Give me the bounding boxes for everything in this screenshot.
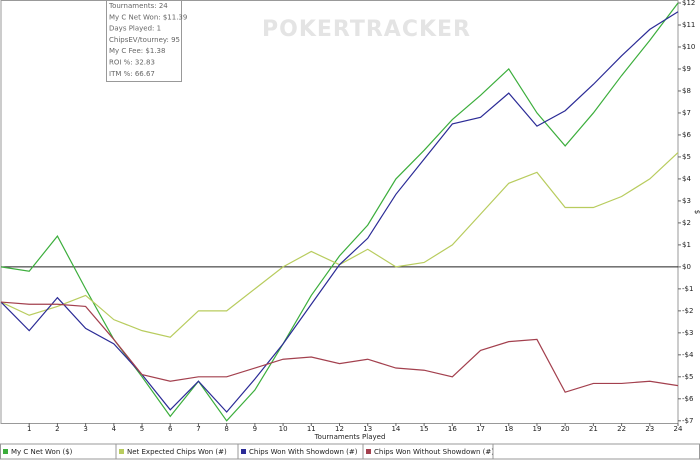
tooltip-box <box>106 0 182 82</box>
tooltip-line: ITM %: 66.67 <box>109 70 155 78</box>
x-axis-title: Tournaments Played <box>314 433 386 441</box>
legend-label: Chips Won Without Showdown (#) <box>374 448 494 456</box>
y-tick-label: $6 <box>682 131 691 139</box>
x-tick-label: 18 <box>504 425 513 433</box>
x-tick-label: 24 <box>674 425 683 433</box>
x-tick-label: 22 <box>617 425 626 433</box>
x-tick-label: 7 <box>196 425 200 433</box>
y-tick-label: $10 <box>682 43 695 51</box>
x-tick-label: 12 <box>335 425 344 433</box>
x-tick-label: 2 <box>55 425 59 433</box>
y-axis-title: $ <box>693 210 700 214</box>
tooltip: Tournaments: 24 My C Net Won: $11.39 Days … <box>106 0 187 82</box>
legend-label: Chips Won With Showdown (#) <box>249 448 358 456</box>
x-tick-label: 3 <box>83 425 87 433</box>
x-tick-label: 6 <box>168 425 173 433</box>
y-tick-label: $9 <box>682 65 691 73</box>
y-tick-label: $12 <box>682 0 695 7</box>
y-tick-label: -$2 <box>682 307 693 315</box>
x-tick-label: 5 <box>140 425 144 433</box>
y-tick-label: -$6 <box>682 395 694 403</box>
x-tick-label: 13 <box>363 425 372 433</box>
y-tick-label: $7 <box>682 109 691 117</box>
legend-label: Net Expected Chips Won (#) <box>127 448 227 456</box>
y-tick-label: $3 <box>682 197 691 205</box>
tooltip-line: Tournaments: 24 <box>108 2 168 10</box>
x-tick-label: 4 <box>112 425 117 433</box>
x-tick-label: 19 <box>532 425 541 433</box>
tooltip-line: ROI %: 32.83 <box>109 59 155 67</box>
x-tick-label: 1 <box>27 425 31 433</box>
x-tick-label: 10 <box>279 425 288 433</box>
x-tick-label: 16 <box>448 425 457 433</box>
x-tick-label: 14 <box>391 425 400 433</box>
x-tick-label: 8 <box>224 425 228 433</box>
x-tick-label: 21 <box>589 425 598 433</box>
tooltip-line: My C Fee: $1.38 <box>109 47 165 55</box>
series-line <box>0 301 679 393</box>
tooltip-line: ChipsEV/tourney: 95 <box>109 36 180 44</box>
series-line <box>0 11 679 413</box>
y-tick-label: $5 <box>682 153 691 161</box>
legend-swatch <box>3 449 8 454</box>
legend-label: My C Net Won ($) <box>11 448 73 456</box>
x-tick-label: 11 <box>307 425 316 433</box>
x-tick-label: 23 <box>645 425 654 433</box>
y-tick-label: $0 <box>682 263 691 271</box>
tooltip-line: Days Played: 1 <box>109 25 161 33</box>
plot-area <box>0 0 679 424</box>
y-tick-label: -$4 <box>682 351 694 359</box>
y-tick-label: $1 <box>682 241 691 249</box>
x-tick-label: 15 <box>420 425 429 433</box>
y-tick-label: $2 <box>682 219 691 227</box>
watermark: POKERTRACKER <box>262 17 471 42</box>
tooltip-line: My C Net Won: $11.39 <box>109 13 187 21</box>
y-tick-label: -$5 <box>682 373 693 381</box>
legend-swatch <box>241 449 246 454</box>
legend-swatch <box>366 449 371 454</box>
x-tick-label: 20 <box>561 425 570 433</box>
y-tick-label: -$3 <box>682 329 693 337</box>
y-tick-label: $4 <box>682 175 691 183</box>
y-tick-label: -$1 <box>682 285 693 293</box>
y-tick-label: $8 <box>682 87 691 95</box>
x-tick-label: 17 <box>476 425 485 433</box>
x-tick-label: 9 <box>253 425 257 433</box>
y-tick-label: $11 <box>682 21 695 29</box>
y-tick-label: -$7 <box>682 417 693 425</box>
legend-swatch <box>119 449 124 454</box>
